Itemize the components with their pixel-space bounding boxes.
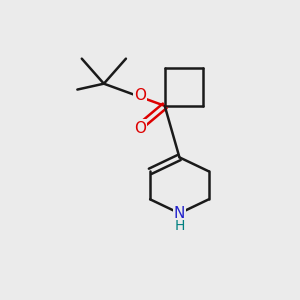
Text: O: O: [134, 88, 146, 103]
Text: H: H: [174, 219, 184, 233]
Text: N: N: [174, 206, 185, 221]
Text: O: O: [134, 121, 146, 136]
